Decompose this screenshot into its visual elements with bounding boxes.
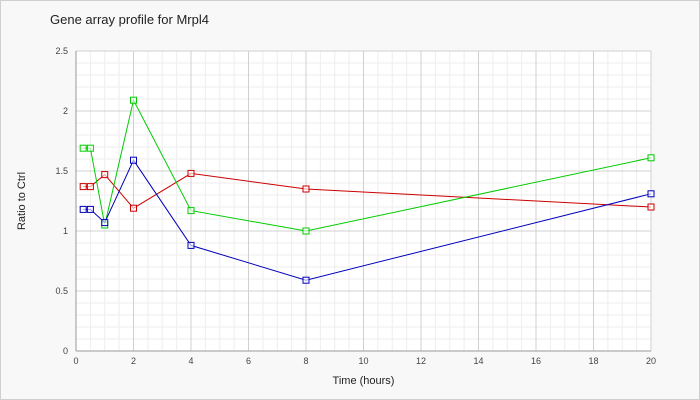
- data-point: [86, 183, 94, 191]
- data-point: [130, 204, 137, 212]
- y-tick-label: 2: [63, 106, 68, 116]
- y-tick-label: 0: [63, 346, 68, 356]
- data-point: [302, 276, 310, 284]
- data-point: [187, 169, 195, 177]
- data-point: [130, 156, 137, 164]
- x-tick-label: 16: [531, 356, 541, 366]
- y-tick-label: 2.5: [55, 46, 68, 56]
- x-tick-label: 20: [646, 356, 656, 366]
- x-tick-label: 10: [358, 356, 368, 366]
- data-point: [86, 144, 94, 152]
- data-point: [101, 171, 109, 179]
- data-point: [130, 96, 137, 104]
- y-tick-label: 1: [63, 226, 68, 236]
- data-point: [302, 185, 310, 193]
- data-point: [79, 205, 87, 213]
- data-point: [302, 227, 310, 235]
- data-point: [187, 207, 195, 215]
- data-point: [101, 219, 109, 227]
- data-point: [187, 241, 195, 249]
- data-point: [79, 144, 87, 152]
- x-tick-label: 18: [588, 356, 598, 366]
- y-tick-label: 1.5: [55, 166, 68, 176]
- x-axis-label: Time (hours): [333, 375, 395, 387]
- data-point: [86, 205, 94, 213]
- data-point: [647, 203, 655, 211]
- chart-title: Gene array profile for Mrpl4: [50, 12, 209, 27]
- data-point: [79, 183, 87, 191]
- x-tick-label: 0: [73, 356, 78, 366]
- y-axis-label: Ratio to Ctrl: [16, 172, 28, 230]
- x-tick-label: 6: [246, 356, 251, 366]
- x-tick-label: 12: [416, 356, 426, 366]
- series-3: [79, 156, 655, 284]
- data-point: [647, 190, 655, 198]
- x-tick-label: 4: [188, 356, 193, 366]
- data-point: [647, 154, 655, 162]
- x-tick-label: 8: [303, 356, 308, 366]
- x-tick-label: 2: [131, 356, 136, 366]
- series-1: [79, 169, 655, 212]
- series-2: [79, 96, 655, 235]
- y-tick-label: 0.5: [55, 286, 68, 296]
- x-tick-label: 14: [473, 356, 483, 366]
